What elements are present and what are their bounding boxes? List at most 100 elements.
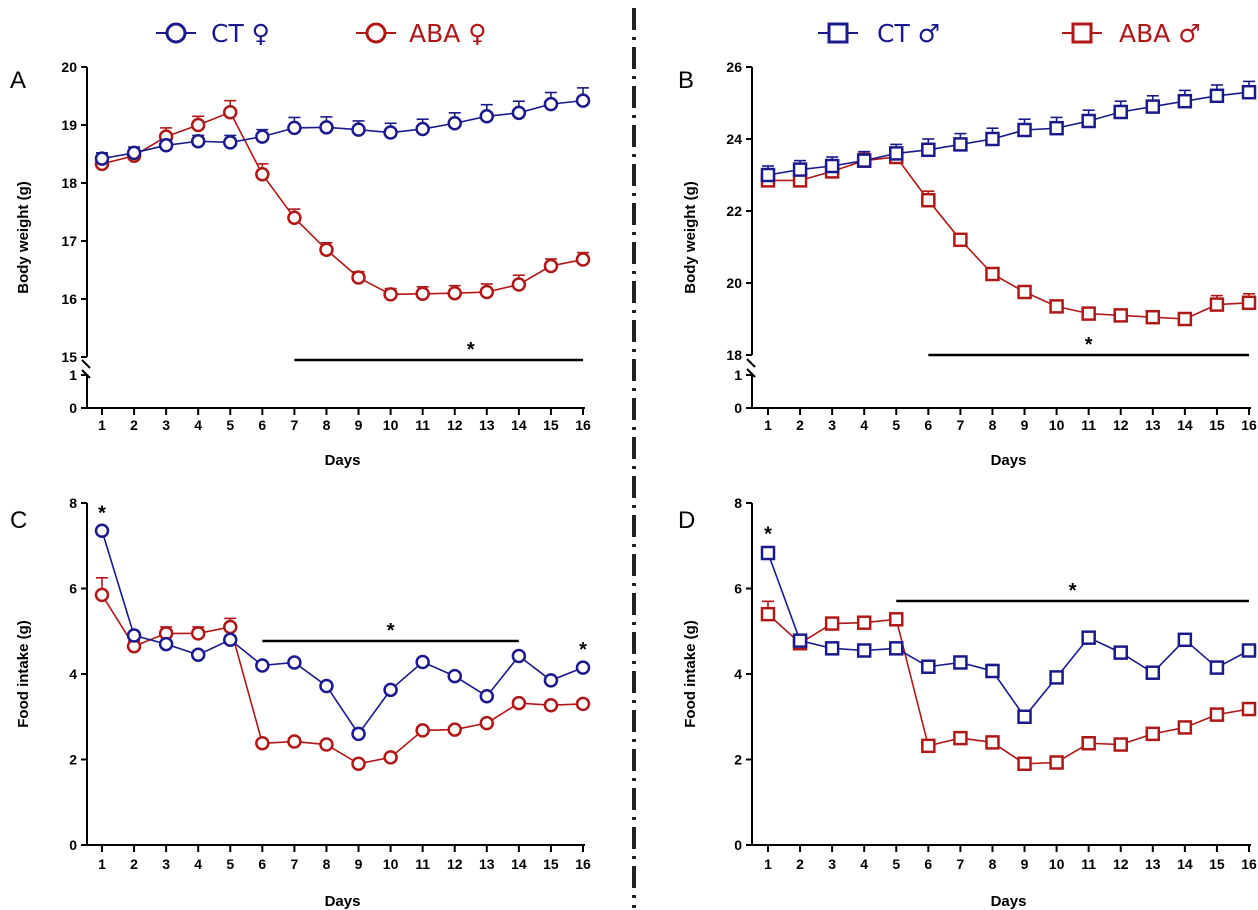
x-tick-label: 1 (98, 856, 106, 872)
x-tick-label: 15 (543, 856, 559, 872)
x-tick-label: 12 (447, 417, 463, 433)
data-point (415, 121, 430, 137)
data-point (447, 116, 462, 131)
data-point (447, 668, 462, 684)
y-tick-label: 24 (726, 131, 742, 147)
series-line-aba (767, 613, 1250, 765)
legend-female: CT ♀ ABA ♀ (156, 19, 487, 48)
data-point (190, 133, 206, 149)
data-point (985, 735, 1000, 750)
x-tick-label: 5 (226, 417, 234, 433)
series-line-aba (101, 111, 584, 296)
y-tick-label: 16 (61, 291, 77, 307)
x-tick-label: 10 (1049, 856, 1065, 872)
legend-item-ct-female: CT ♀ (156, 19, 270, 48)
y-tick-label: 6 (734, 581, 742, 597)
data-point (255, 129, 270, 144)
x-tick-label: 11 (415, 417, 430, 433)
legend-square-marker (1071, 22, 1093, 44)
x-tick-label: 11 (1081, 856, 1096, 872)
data-point (287, 655, 302, 670)
data-point (1177, 311, 1193, 327)
data-point (824, 616, 840, 631)
x-tick-label: 6 (924, 417, 932, 433)
data-point (953, 232, 968, 248)
y-axis-title: Body weight (g) (682, 181, 699, 294)
y-tick-label: 19 (61, 117, 77, 133)
significance-star: * (1085, 334, 1093, 356)
x-tick-label: 16 (1241, 417, 1257, 433)
x-tick-label: 7 (957, 417, 965, 433)
data-point (94, 587, 110, 603)
x-tick-label: 14 (511, 417, 527, 433)
data-point (1241, 295, 1257, 311)
data-point (953, 730, 968, 746)
x-tick-label: 13 (1145, 417, 1161, 433)
data-point (351, 122, 366, 137)
data-point (1049, 755, 1064, 770)
series-line-ct (101, 99, 584, 160)
x-tick-label: 14 (511, 856, 527, 872)
y-tick-label: 15 (61, 349, 77, 365)
data-point (889, 612, 904, 627)
x-tick-label: 15 (1209, 417, 1225, 433)
data-point (824, 641, 840, 656)
data-point (351, 270, 366, 285)
series-line-ct (101, 530, 584, 736)
y-tick-label: 0 (734, 400, 742, 416)
data-point (511, 648, 527, 664)
data-point (223, 632, 238, 648)
data-point (255, 658, 270, 673)
data-point (1113, 104, 1128, 120)
y-tick-label: 0 (69, 837, 77, 853)
data-point (1241, 643, 1257, 658)
x-tick-label: 9 (355, 856, 363, 872)
data-point (1209, 297, 1225, 312)
data-point (953, 655, 968, 670)
data-point (319, 120, 334, 135)
data-point (1049, 670, 1064, 685)
data-point (158, 138, 174, 153)
data-point (760, 606, 776, 622)
legend-male: CT ♂ ABA ♂ (818, 19, 1201, 48)
panel-letter: C (10, 507, 27, 534)
data-point (351, 756, 366, 772)
data-point (383, 125, 398, 140)
y-tick-label: 4 (734, 666, 742, 682)
y-tick-label: 0 (734, 837, 742, 853)
x-tick-label: 10 (383, 856, 399, 872)
data-point (1017, 709, 1032, 724)
data-point (479, 688, 495, 704)
y-tick-label: 0 (69, 400, 77, 416)
data-point (1049, 120, 1064, 136)
axis-break-mark (746, 358, 756, 378)
data-point (760, 545, 776, 561)
data-point (921, 659, 936, 674)
data-point (543, 697, 559, 713)
data-point (1209, 660, 1225, 675)
data-point (575, 252, 591, 267)
data-point (1177, 93, 1193, 109)
y-tick-label: 6 (69, 581, 77, 597)
x-tick-label: 1 (764, 856, 772, 872)
data-point (319, 737, 334, 752)
x-tick-label: 1 (98, 417, 106, 433)
series-ct (94, 523, 591, 742)
data-point (511, 105, 527, 121)
x-tick-label: 16 (575, 856, 591, 872)
data-point (287, 120, 302, 136)
x-tick-label: 12 (1113, 417, 1129, 433)
data-point (1145, 309, 1161, 325)
legend-item-aba-male: ABA ♂ (1062, 19, 1201, 48)
series-ct (760, 545, 1257, 724)
y-tick-label: 8 (734, 495, 742, 511)
data-point (511, 277, 527, 292)
data-point (921, 738, 936, 754)
x-tick-label: 4 (194, 856, 202, 872)
data-point (319, 678, 334, 694)
data-point (1113, 308, 1128, 323)
x-tick-label: 7 (291, 417, 299, 433)
